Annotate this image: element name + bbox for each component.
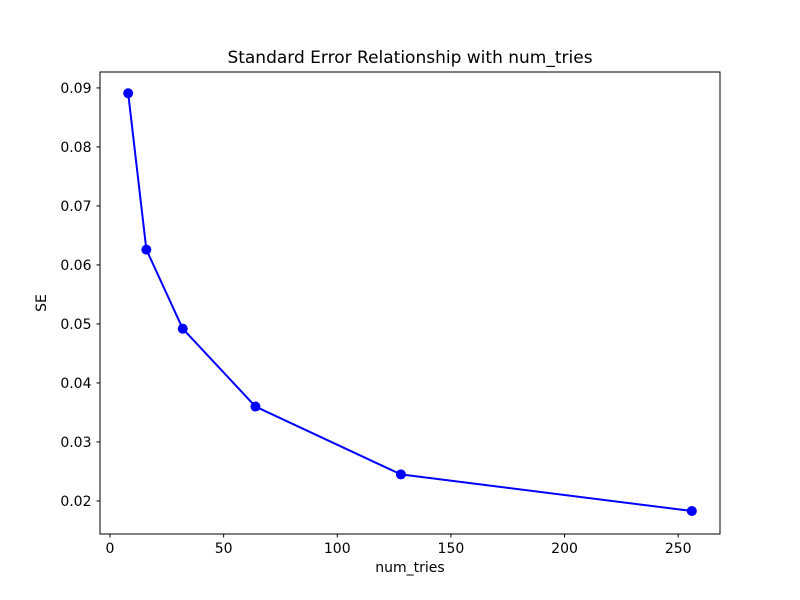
y-axis-label: SE (34, 294, 50, 312)
y-tick-label: 0.06 (60, 258, 91, 274)
x-tick-label: 150 (438, 541, 465, 557)
data-point (123, 88, 134, 99)
x-tick-label: 200 (551, 541, 578, 557)
y-tick-label: 0.09 (60, 81, 91, 97)
x-tick-label: 250 (665, 541, 692, 557)
y-tick-label: 0.07 (60, 199, 91, 215)
x-tick-label: 100 (324, 541, 351, 557)
data-point (686, 505, 697, 516)
data-point (250, 401, 261, 412)
y-tick-label: 0.03 (60, 435, 91, 451)
y-tick-label: 0.05 (60, 317, 91, 333)
data-point (141, 244, 152, 255)
y-tick-label: 0.08 (60, 140, 91, 156)
y-tick-label: 0.04 (60, 376, 91, 392)
x-axis-label: num_tries (375, 560, 444, 576)
y-tick-label: 0.02 (60, 494, 91, 510)
chart-title: Standard Error Relationship with num_tri… (227, 48, 592, 68)
plot-frame (99, 71, 721, 535)
data-line (127, 93, 692, 512)
data-point (177, 323, 188, 334)
x-tick-label: 50 (215, 541, 233, 557)
x-tick-label: 0 (106, 541, 115, 557)
data-point (395, 469, 406, 480)
